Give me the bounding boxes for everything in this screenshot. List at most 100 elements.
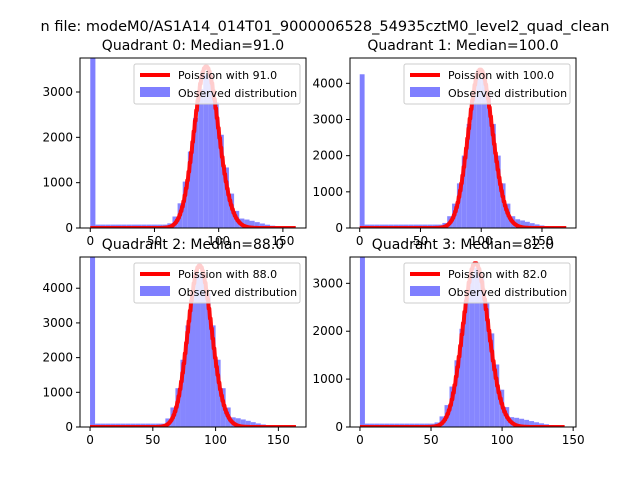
legend-label-observed: Observed distribution (448, 286, 567, 299)
legend-label-poisson: Poission with 88.0 (178, 268, 277, 281)
histogram-bar (208, 79, 214, 228)
histogram-bar (469, 275, 475, 427)
y-tick-label: 3000 (42, 85, 73, 99)
histogram-bar (198, 89, 204, 228)
histogram-bar (524, 221, 530, 228)
y-tick-label: 0 (65, 221, 73, 235)
axes-frame (349, 256, 577, 428)
y-tick-label: 1000 (42, 385, 73, 399)
histogram-bar (466, 123, 472, 228)
y-tick-label: 2000 (42, 130, 73, 144)
legend-label-poisson: Poission with 100.0 (448, 69, 554, 82)
legend-box (133, 63, 301, 105)
histogram-bar (235, 418, 241, 427)
histogram-bar (464, 297, 470, 427)
y-tick-label: 4000 (312, 76, 343, 90)
y-tick-label: 0 (335, 420, 343, 434)
legend-box (133, 262, 301, 304)
chart-title: Quadrant 0: Median=91.0 (102, 38, 284, 54)
histogram-bar (254, 222, 260, 228)
y-tick-label: 3000 (42, 316, 73, 330)
axes-frame (79, 256, 307, 428)
histogram-bar (182, 181, 188, 228)
legend-swatch-observed (410, 87, 440, 97)
histogram-bar (534, 422, 540, 427)
y-tick-label: 0 (65, 420, 73, 434)
legend-label-observed: Observed distribution (448, 87, 567, 100)
x-tick-label: 0 (356, 433, 364, 447)
histogram-bar (259, 223, 265, 228)
histogram-bar (476, 78, 482, 228)
histogram-bar (190, 293, 196, 427)
histogram-bar (479, 277, 485, 427)
histogram-bar (187, 151, 193, 228)
histogram-bar (200, 273, 206, 427)
histogram-bar (529, 223, 535, 228)
x-tick-label: 100 (491, 433, 514, 447)
legend-label-observed: Observed distribution (178, 87, 297, 100)
figure-suptitle: n file: modeM0/AS1A14_014T01_9000006528_… (41, 19, 610, 35)
y-tick-label: 2000 (42, 351, 73, 365)
histogram-bar (489, 333, 495, 427)
histogram-bar (210, 325, 216, 427)
y-tick-label: 1000 (312, 372, 343, 386)
x-tick-label: 150 (271, 234, 294, 248)
x-tick-label: 50 (423, 433, 438, 447)
axes-frame (79, 57, 307, 229)
axes-frame (349, 57, 577, 229)
legend-swatch-observed (410, 286, 440, 296)
y-tick-label: 3000 (312, 276, 343, 290)
x-tick-label: 150 (562, 433, 585, 447)
y-tick-label: 3000 (312, 112, 343, 126)
histogram-bar (223, 167, 229, 228)
histogram-bar-zero (90, 58, 96, 228)
chart-title: Quadrant 1: Median=100.0 (367, 38, 558, 54)
x-tick-label: 50 (413, 234, 428, 248)
x-tick-label: 100 (207, 234, 230, 248)
histogram-bar (490, 123, 496, 228)
plot-area (88, 257, 298, 427)
histogram-bar (520, 220, 525, 228)
histogram-bar (240, 419, 246, 427)
y-tick-label: 2000 (312, 149, 343, 163)
legend-label-poisson: Poission with 91.0 (178, 69, 277, 82)
histogram-bar (213, 102, 219, 228)
histogram-bar (495, 155, 501, 228)
y-tick-label: 0 (335, 221, 343, 235)
histogram-bar-zero (90, 257, 96, 427)
histogram-bar (195, 273, 201, 427)
histogram-bar (486, 95, 491, 228)
histogram-bar-zero (359, 257, 365, 427)
x-tick-label: 100 (470, 234, 493, 248)
legend-swatch-observed (140, 286, 170, 296)
chart-panel-0: 0 50 100 150 0 1000 2000 3000 Quadrant 0: Median… (42, 38, 307, 248)
histogram-bar (459, 328, 465, 427)
histogram-bar (514, 417, 520, 427)
x-tick-label: 0 (356, 234, 364, 248)
legend-box (403, 262, 571, 304)
x-tick-label: 0 (86, 433, 94, 447)
y-tick-label: 1000 (312, 185, 343, 199)
chart-title: Quadrant 3: Median=82.0 (372, 237, 554, 253)
histogram-bar (471, 95, 477, 228)
histogram-bar (249, 220, 255, 228)
plot-area (358, 67, 568, 228)
histogram-bar (193, 117, 199, 228)
legend-label-poisson: Poission with 82.0 (448, 268, 547, 281)
histogram-bar-zero (359, 74, 365, 228)
histogram-bar (474, 267, 480, 427)
histogram-bar (244, 219, 250, 228)
legend-box (403, 63, 571, 105)
histogram-bar (215, 359, 221, 427)
histogram-bar (461, 155, 467, 228)
y-tick-label: 4000 (42, 281, 73, 295)
legend-label-observed: Observed distribution (178, 286, 297, 299)
histogram-bar (454, 360, 460, 427)
histogram-bar (456, 183, 462, 228)
histogram-bar (203, 74, 209, 228)
histogram-bar (245, 420, 251, 427)
histogram-bar (250, 422, 256, 427)
